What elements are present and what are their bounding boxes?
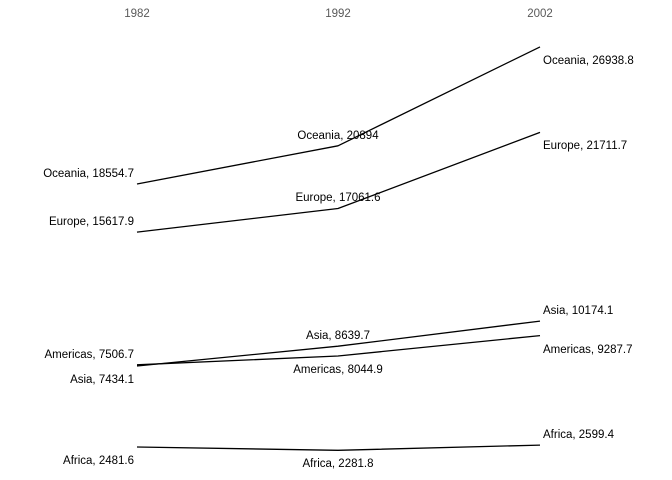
data-label-oceania-1982: Oceania, 18554.7 — [43, 168, 134, 181]
line-series-oceania — [136, 46, 541, 185]
data-label-africa-2002: Africa, 2599.4 — [543, 429, 614, 442]
data-label-americas-1992: Americas, 8044.9 — [293, 363, 383, 376]
data-label-africa-1992: Africa, 2281.8 — [302, 458, 374, 471]
data-label-asia-1992: Asia, 8639.7 — [306, 330, 370, 343]
data-label-oceania-1992: Oceania, 20894 — [297, 129, 379, 142]
data-label-europe-1982: Europe, 15617.9 — [48, 216, 134, 229]
x-axis-tick-2002: 2002 — [527, 8, 553, 20]
data-label-asia-1982: Asia, 7434.1 — [70, 373, 134, 386]
data-label-americas-2002: Americas, 9287.7 — [543, 343, 633, 356]
x-axis-tick-1982: 1982 — [124, 8, 150, 20]
data-label-europe-1992: Europe, 17061.6 — [295, 192, 381, 205]
data-label-oceania-2002: Oceania, 26938.8 — [543, 54, 634, 67]
line-series-europe — [136, 131, 541, 233]
line-series-africa — [136, 444, 541, 451]
data-label-europe-2002: Europe, 21711.7 — [543, 140, 628, 153]
data-label-africa-1982: Africa, 2481.6 — [63, 454, 134, 467]
line-series-asia — [136, 320, 541, 367]
x-axis-tick-1992: 1992 — [325, 8, 351, 20]
data-label-asia-2002: Asia, 10174.1 — [543, 305, 614, 318]
data-label-americas-1982: Americas, 7506.7 — [44, 348, 135, 361]
